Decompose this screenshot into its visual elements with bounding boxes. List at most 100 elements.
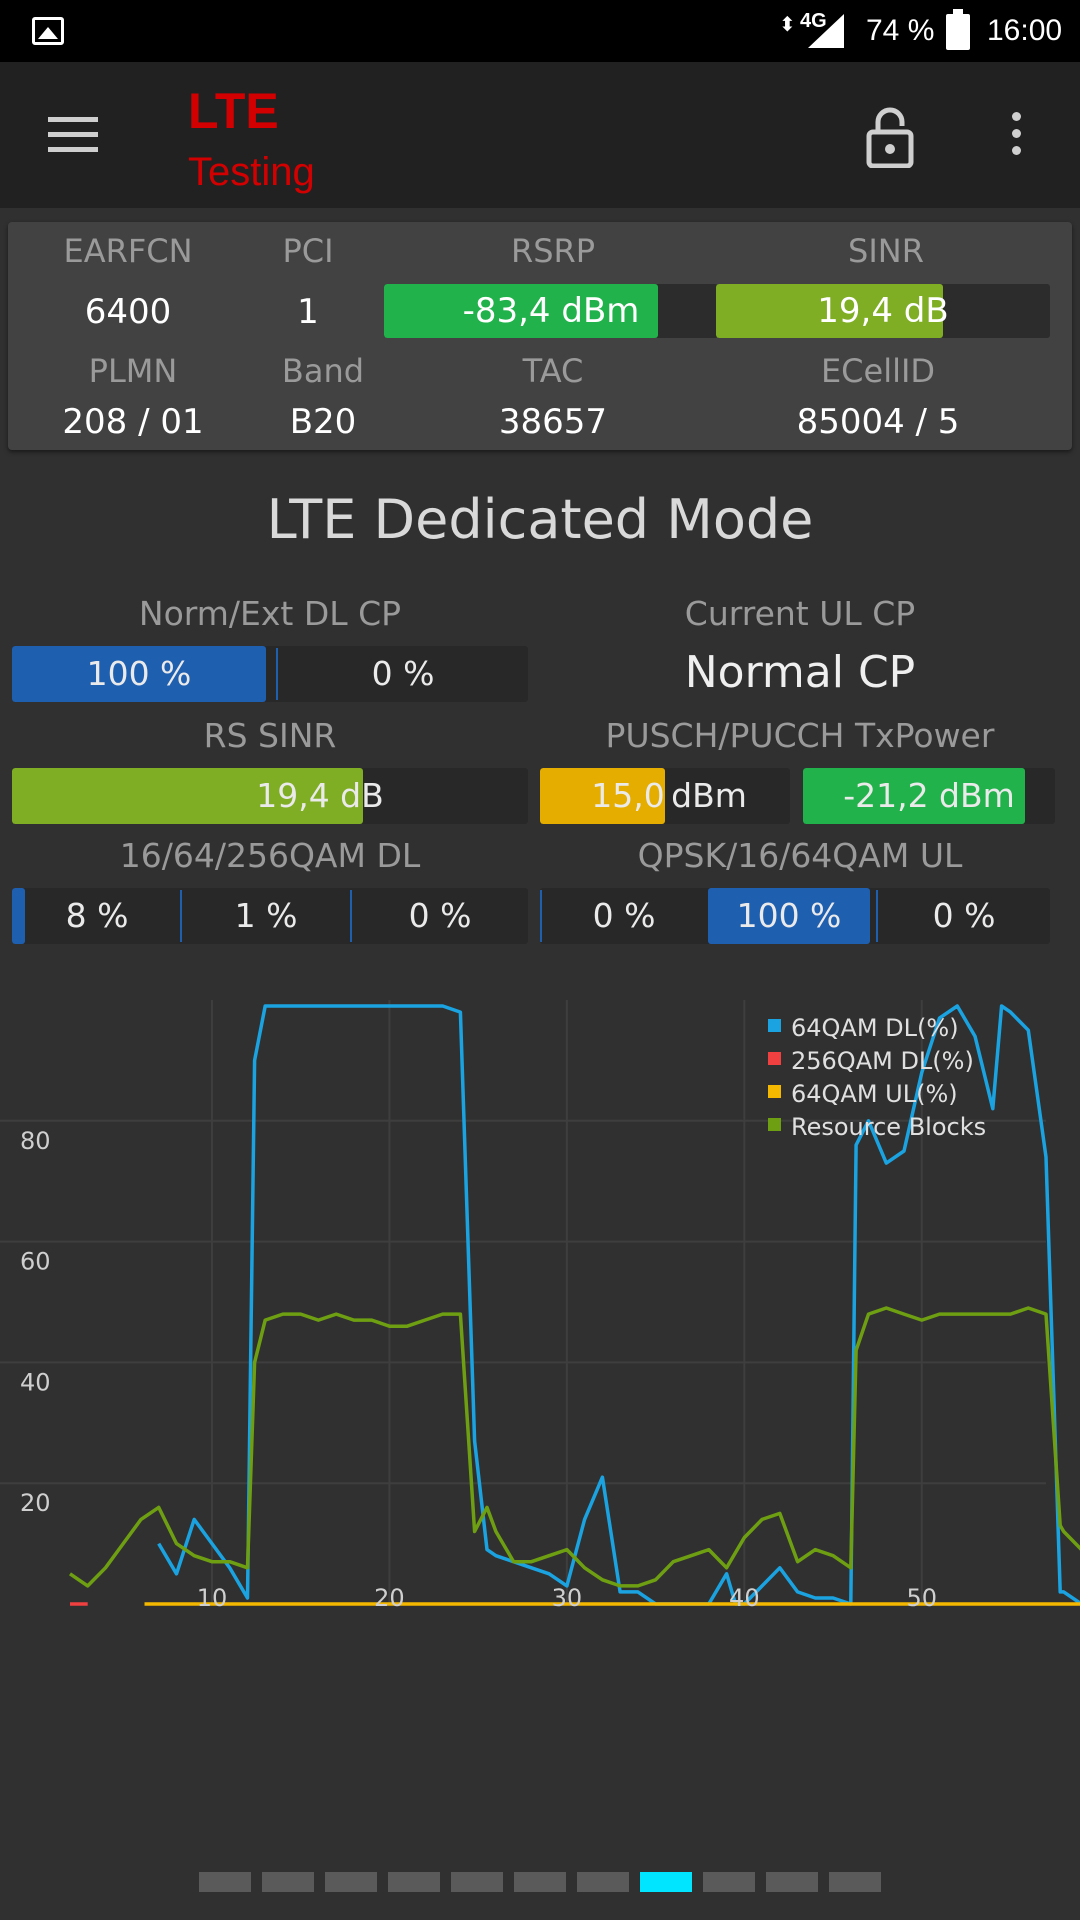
page-dot[interactable] (199, 1872, 251, 1892)
ecellid-label: ECellID (820, 352, 936, 390)
pucch-power-fill (803, 768, 1025, 824)
qam-dl-label: 16/64/256QAM DL (119, 836, 421, 875)
page-dot-active[interactable] (640, 1872, 692, 1892)
series-line (157, 1004, 1080, 1606)
plmn-value: 208 / 01 (62, 402, 204, 442)
x-tick-label: 50 (907, 1584, 938, 1612)
page-dot[interactable] (766, 1872, 818, 1892)
qam64-dl-value: 1 % (234, 896, 298, 935)
ul-cp-label: Current UL CP (684, 594, 916, 633)
signal-strength-icon (808, 14, 844, 48)
band-label: Band (281, 352, 365, 390)
clock: 16:00 (987, 14, 1063, 47)
menu-icon[interactable] (48, 117, 98, 153)
rsrp-label: RSRP (510, 232, 596, 270)
page-dot[interactable] (325, 1872, 377, 1892)
pusch-power-fill (540, 768, 665, 824)
ecellid-value: 85004 / 5 (796, 402, 960, 442)
earfcn-label: EARFCN (63, 232, 193, 270)
x-tick-label: 30 (552, 1584, 583, 1612)
legend-label: 64QAM UL(%) (791, 1080, 958, 1108)
rs-sinr-fill (12, 768, 363, 824)
page-dot[interactable] (577, 1872, 629, 1892)
y-tick-label: 60 (20, 1248, 51, 1276)
bar-separator (876, 890, 878, 942)
legend-swatch (768, 1052, 781, 1065)
page-dot[interactable] (262, 1872, 314, 1892)
lock-icon[interactable] (866, 106, 914, 168)
bar-separator (540, 890, 542, 942)
network-type: 4G (800, 10, 827, 32)
data-activity-icon: ⬍ (779, 12, 796, 36)
rsrp-meter-fill (384, 284, 658, 338)
y-tick-label: 80 (20, 1127, 51, 1155)
dl-cp-label: Norm/Ext DL CP (138, 594, 402, 633)
battery-percent: 74 % (866, 14, 935, 47)
ul-cp-value: Normal CP (684, 647, 916, 698)
page-dot[interactable] (514, 1872, 566, 1892)
txpower-label: PUSCH/PUCCH TxPower (605, 716, 995, 755)
tac-value: 38657 (498, 402, 608, 442)
pucch-power-bar: -21,2 dBm (803, 768, 1055, 824)
page-dot[interactable] (451, 1872, 503, 1892)
x-tick-label: 10 (197, 1584, 228, 1612)
pucch-power-value: -21,2 dBm (843, 776, 1015, 815)
tac-label: TAC (522, 352, 584, 390)
y-tick-label: 20 (20, 1489, 51, 1517)
battery-icon (946, 9, 970, 50)
legend-swatch (768, 1118, 781, 1131)
legend-label: 256QAM DL(%) (791, 1047, 974, 1075)
legend-label: 64QAM DL(%) (791, 1014, 959, 1042)
legend-swatch (768, 1085, 781, 1098)
app-bar: LTE Testing (0, 62, 1080, 208)
cell-info-card: EARFCN PCI RSRP SINR 6400 1 -83,4 dBm 19… (8, 222, 1072, 450)
pci-value: 1 (297, 292, 319, 332)
band-value: B20 (289, 402, 357, 442)
sinr-meter-fill (716, 284, 944, 338)
app-title-line1: LTE (188, 83, 279, 139)
rs-sinr-bar: 19,4 dB (12, 768, 528, 824)
page-dot[interactable] (388, 1872, 440, 1892)
bar-separator (276, 648, 278, 700)
section-title: LTE Dedicated Mode (266, 488, 814, 551)
legend-swatch (768, 1019, 781, 1032)
qam16-dl-value: 8 % (65, 896, 129, 935)
status-bar: ⬍ 4G 74 % 16:00 (0, 0, 1080, 62)
app-title-line2: Testing (188, 150, 315, 194)
qpsk-ul-value: 0 % (592, 896, 656, 935)
pusch-power-bar: 15,0 dBm (540, 768, 790, 824)
bar-separator (350, 890, 352, 942)
qam16-dl-fill (12, 888, 25, 944)
sinr-value: 19,4 dB (817, 291, 949, 331)
pci-label: PCI (282, 232, 334, 270)
qam-dl-bar: 8 % 1 % 0 % (12, 888, 528, 944)
qam16-ul-value: 100 % (736, 896, 842, 935)
series-line (69, 1306, 1080, 1588)
bar-separator (180, 890, 182, 942)
page-dot[interactable] (829, 1872, 881, 1892)
dl-cp-bar: 100 % 0 % (12, 646, 528, 702)
rs-sinr-value: 19,4 dB (256, 776, 384, 815)
page-indicator (0, 1872, 1080, 1896)
qam-ul-bar: 0 % 100 % 0 % (540, 888, 1050, 944)
rsrp-meter: -83,4 dBm (384, 284, 718, 338)
qam-ul-label: QPSK/16/64QAM UL (637, 836, 963, 875)
pusch-power-unit: dBm (671, 776, 747, 815)
page-dot[interactable] (703, 1872, 755, 1892)
qam16-ul-fill (708, 888, 870, 944)
rs-sinr-label: RS SINR (203, 716, 337, 755)
qam256-dl-value: 0 % (408, 896, 472, 935)
x-tick-label: 20 (374, 1584, 405, 1612)
dl-cp-ext-value: 0 % (371, 654, 435, 693)
image-notification-icon (32, 17, 64, 45)
dl-cp-normal-fill (12, 646, 266, 702)
more-options-icon[interactable] (1005, 112, 1027, 160)
pusch-power-value: 15,0 (591, 776, 665, 815)
rsrp-value: -83,4 dBm (462, 291, 640, 331)
sinr-meter: 19,4 dB (716, 284, 1050, 338)
earfcn-value: 6400 (84, 292, 172, 332)
x-tick-label: 40 (729, 1584, 760, 1612)
plmn-label: PLMN (88, 352, 178, 390)
qam64-ul-value: 0 % (932, 896, 996, 935)
sinr-label: SINR (848, 232, 924, 270)
